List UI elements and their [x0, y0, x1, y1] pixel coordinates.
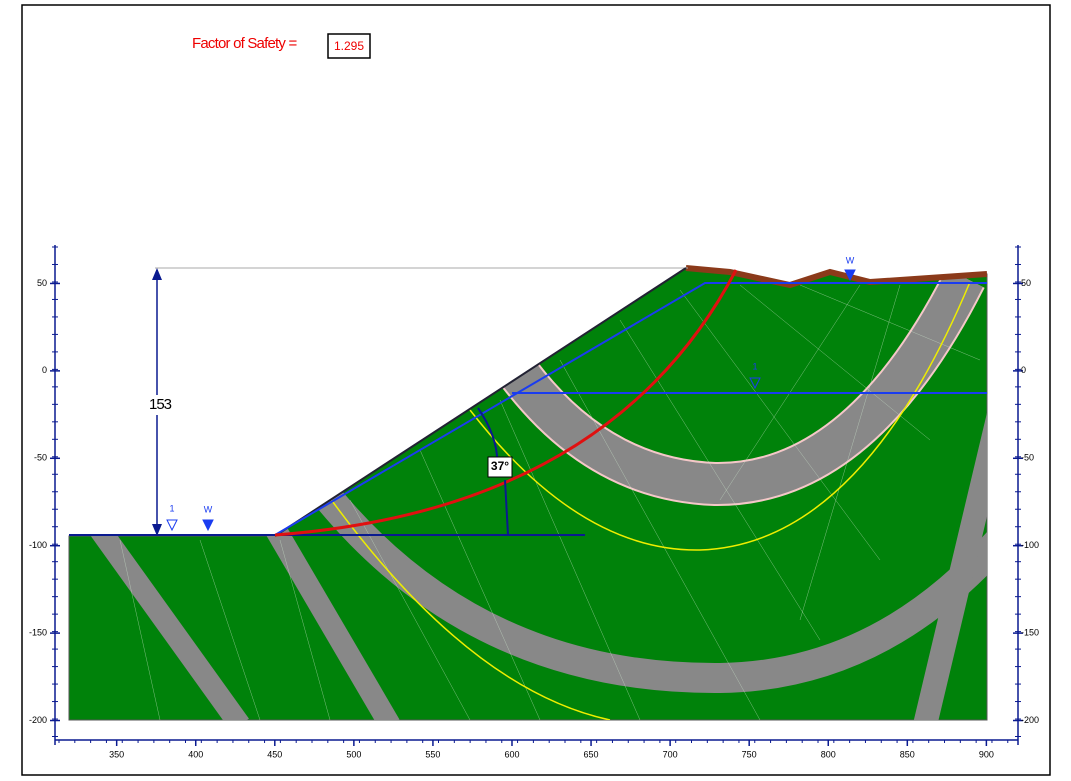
y-tick-label: -150	[29, 627, 47, 637]
x-tick-label: 500	[346, 749, 361, 759]
dimension-label: 153	[149, 396, 172, 413]
y-tick-label: -200	[29, 715, 47, 725]
fos-label: Factor of Safety =	[192, 35, 297, 52]
y-tick-label: -50	[34, 453, 47, 463]
water-label: W	[846, 255, 855, 265]
y-tick-label: 0	[42, 365, 47, 375]
y-tick-label: -150	[1021, 627, 1039, 637]
x-tick-label: 550	[425, 749, 440, 759]
y-tick-label: -50	[1021, 453, 1034, 463]
x-tick-label: 450	[267, 749, 282, 759]
fos-value: 1.295	[334, 39, 364, 53]
x-tick-label: 400	[188, 749, 203, 759]
y-tick-label: 50	[37, 278, 47, 288]
screenshot: Factor of Safety = 1.295 3	[0, 0, 1071, 781]
y-tick-label: -100	[29, 540, 47, 550]
y-tick-label: -200	[1021, 715, 1039, 725]
x-tick-label: 900	[979, 749, 994, 759]
water-label: 1	[752, 361, 757, 371]
x-tick-label: 600	[504, 749, 519, 759]
x-tick-label: 650	[584, 749, 599, 759]
y-tick-label: 50	[1021, 278, 1031, 288]
water-label: 1	[169, 503, 174, 513]
y-tick-label: 0	[1021, 365, 1026, 375]
water-label: W	[204, 504, 213, 514]
angle-label: 37°	[491, 459, 509, 473]
y-tick-label: -100	[1021, 540, 1039, 550]
x-tick-label: 750	[742, 749, 757, 759]
x-tick-label: 850	[900, 749, 915, 759]
x-tick-label: 700	[663, 749, 678, 759]
x-tick-label: 350	[109, 749, 124, 759]
x-tick-label: 800	[821, 749, 836, 759]
